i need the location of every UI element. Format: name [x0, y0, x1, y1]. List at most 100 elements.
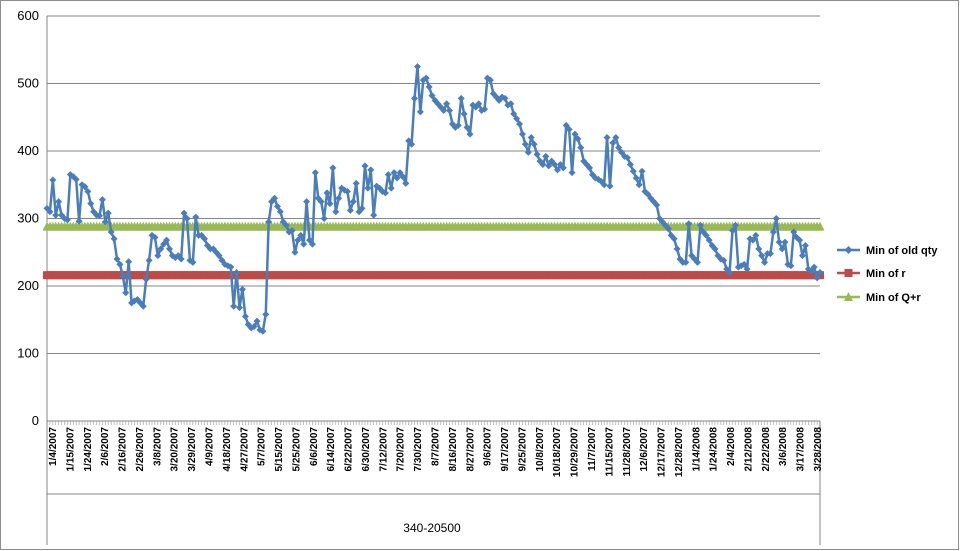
y-axis: 0 100 200 300 400 500 600	[17, 8, 48, 428]
x-tick-label: 6/6/2007	[309, 427, 320, 466]
data-point	[75, 217, 83, 225]
data-point	[635, 181, 643, 189]
data-point	[370, 211, 378, 219]
data-point	[486, 76, 494, 84]
data-point	[571, 130, 579, 138]
data-point	[364, 184, 372, 192]
y-tick-label: 600	[17, 8, 39, 23]
data-point	[55, 198, 63, 206]
data-point	[516, 120, 524, 128]
data-point	[574, 135, 582, 143]
data-point	[775, 238, 783, 246]
y-tick-label: 200	[17, 278, 39, 293]
x-tick-label: 2/16/2007	[118, 427, 129, 472]
data-point	[367, 166, 375, 174]
x-tick-label: 6/14/2007	[326, 427, 337, 472]
x-tick-label: 8/27/2007	[465, 427, 476, 472]
x-tick-label: 2/12/2008	[743, 427, 754, 472]
data-point	[693, 258, 701, 266]
data-point	[381, 189, 389, 197]
data-point	[443, 100, 451, 108]
x-tick-label: 3/8/2007	[152, 427, 163, 466]
data-point	[142, 275, 150, 283]
legend-item: Min of Q+r	[837, 292, 921, 304]
x-tick-label: 3/28/2008	[813, 427, 824, 472]
data-point	[685, 220, 693, 228]
data-point	[317, 198, 325, 206]
legend-label: Min of Q+r	[866, 292, 921, 304]
x-tick-label: 12/6/2007	[639, 427, 650, 472]
data-point	[559, 164, 567, 172]
legend-marker	[844, 269, 853, 277]
data-point	[151, 233, 159, 241]
data-point	[527, 134, 535, 141]
x-tick-label: 12/28/2007	[674, 427, 685, 477]
x-tick-label: 9/6/2007	[483, 427, 494, 466]
data-point	[524, 148, 532, 156]
data-point	[180, 209, 188, 217]
data-point	[440, 107, 448, 114]
data-point	[349, 198, 357, 206]
data-point	[510, 110, 518, 118]
data-point	[553, 166, 561, 174]
data-point	[664, 225, 672, 233]
data-point	[411, 94, 419, 102]
x-tick-label: 2/6/2007	[100, 427, 111, 466]
data-point	[787, 262, 795, 270]
x-tick-label: 3/20/2007	[170, 427, 181, 472]
data-point	[271, 194, 279, 202]
data-point	[230, 302, 238, 310]
data-point	[446, 107, 454, 114]
series-min-of-old-qty	[43, 63, 824, 335]
data-point	[463, 123, 471, 131]
data-point	[154, 252, 162, 260]
data-point	[507, 100, 515, 108]
y-tick-label: 100	[17, 346, 39, 361]
data-point	[236, 304, 244, 312]
data-point	[720, 256, 728, 264]
data-point	[705, 236, 713, 244]
data-point	[101, 218, 109, 226]
data-point	[96, 212, 104, 220]
data-point	[294, 236, 302, 244]
data-point	[815, 221, 825, 231]
data-point	[653, 201, 661, 209]
x-tick-label: 2/22/2008	[761, 427, 772, 472]
data-point	[46, 208, 54, 216]
data-point	[632, 174, 640, 182]
data-point	[215, 252, 223, 260]
x-tick-label: 6/30/2007	[361, 427, 372, 472]
x-tick-label: 3/29/2007	[187, 427, 198, 472]
x-tick-label: 8/7/2007	[431, 427, 442, 466]
data-point	[501, 94, 509, 102]
data-point	[189, 258, 197, 266]
legend-marker	[844, 246, 853, 254]
data-point	[612, 134, 620, 141]
data-point	[265, 218, 273, 226]
data-point	[623, 154, 631, 162]
data-point	[49, 176, 57, 184]
data-point	[139, 302, 147, 310]
data-point	[84, 188, 92, 195]
data-point	[530, 140, 538, 148]
data-point	[600, 181, 608, 189]
data-point	[813, 274, 821, 282]
x-tick-label: 1/15/2007	[65, 427, 76, 472]
data-point	[276, 208, 284, 216]
x-tick-label: 3/6/2008	[778, 427, 789, 466]
x-tick-label: 7/20/2007	[396, 427, 407, 472]
data-point	[358, 204, 366, 212]
data-point	[731, 221, 739, 229]
data-point	[772, 215, 780, 222]
data-point	[262, 310, 270, 318]
data-point	[475, 100, 483, 108]
data-point	[119, 272, 127, 280]
data-point	[761, 258, 769, 266]
x-tick-label: 5/25/2007	[291, 427, 302, 472]
x-tick-label: 7/30/2007	[413, 427, 424, 472]
data-point	[238, 285, 246, 293]
data-point	[72, 175, 80, 183]
data-point	[568, 169, 576, 177]
data-point	[81, 183, 89, 191]
